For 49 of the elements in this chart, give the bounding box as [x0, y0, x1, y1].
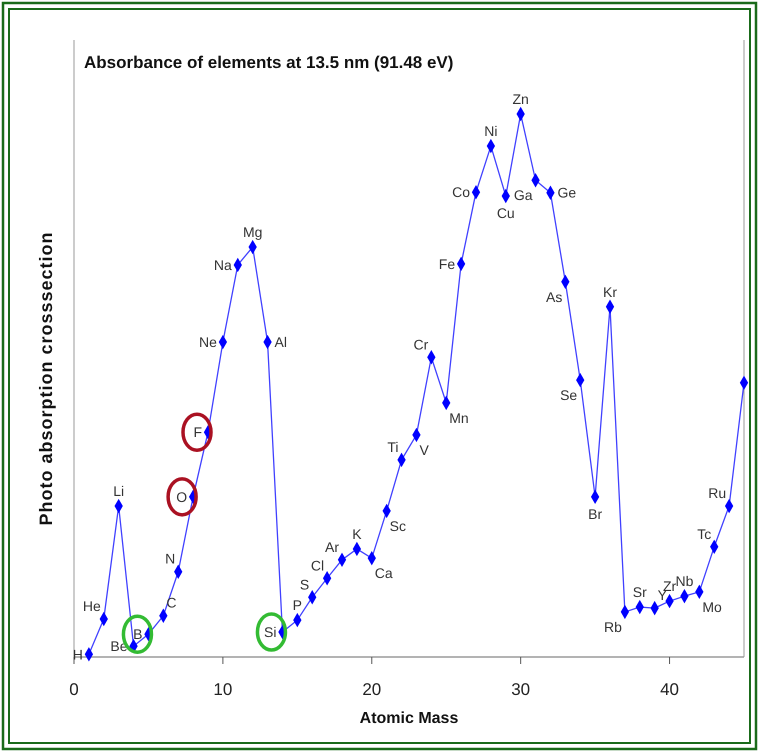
- annotation: Na: [214, 256, 232, 273]
- annotation: Ge: [557, 184, 576, 201]
- x-tick-label: 0: [69, 680, 79, 699]
- annotation: C: [166, 594, 176, 611]
- annotation: Co: [452, 184, 470, 200]
- annotation: Ar: [325, 538, 340, 555]
- annotation: Ni: [484, 123, 498, 140]
- x-tick-label: 10: [213, 680, 232, 699]
- annotation: Sr: [632, 584, 648, 600]
- annotation: S: [300, 576, 310, 592]
- annotation: K: [352, 526, 362, 542]
- x-tick-label: 40: [660, 680, 680, 699]
- annotation: Li: [113, 483, 124, 500]
- annotation: F: [193, 424, 202, 440]
- annotation: Al: [274, 334, 288, 350]
- annotation: Mo: [702, 598, 722, 615]
- annotation: Se: [560, 387, 578, 404]
- annotation: Zn: [512, 91, 529, 107]
- annotation: Si: [264, 624, 276, 640]
- annotation: Mn: [449, 410, 469, 426]
- annotation: Ti: [387, 438, 399, 455]
- annotation: Ga: [514, 187, 533, 204]
- annotation: He: [82, 598, 101, 614]
- annotation: Sc: [390, 518, 406, 534]
- annotation: P: [292, 597, 302, 614]
- annotation: Mg: [242, 224, 262, 240]
- annotation: Ru: [708, 485, 726, 502]
- annotation: Cr: [414, 336, 429, 352]
- annotation: Fe: [438, 256, 456, 272]
- annotation: V: [419, 442, 430, 458]
- x-tick-label: 20: [362, 680, 382, 699]
- annotation: Ca: [374, 565, 393, 582]
- annotation: Rb: [604, 618, 622, 635]
- annotation: H: [72, 646, 83, 662]
- annotation: Ne: [198, 334, 218, 350]
- annotation: B: [133, 626, 142, 642]
- annotation: Kr: [603, 284, 618, 300]
- annotation: N: [165, 550, 176, 567]
- x-tick-label: 30: [511, 680, 530, 699]
- chart-title: Absorbance of elements at 13.5 nm (91.48 eV): [84, 53, 454, 72]
- annotation: Tc: [697, 526, 712, 542]
- annotation: O: [176, 488, 188, 505]
- annotation: Br: [588, 506, 602, 522]
- annotation: Cu: [496, 204, 515, 221]
- annotation: Nb: [675, 573, 694, 590]
- x-axis-title: Atomic Mass: [360, 710, 458, 727]
- y-axis-title: Photo absorption crosssection: [36, 231, 56, 526]
- annotation: As: [546, 288, 562, 305]
- annotation: Cl: [310, 557, 324, 574]
